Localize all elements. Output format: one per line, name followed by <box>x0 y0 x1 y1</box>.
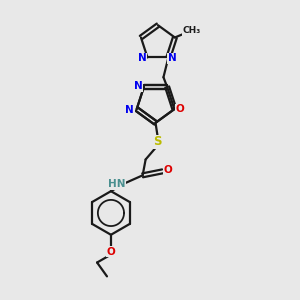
Text: O: O <box>163 165 172 176</box>
Text: N: N <box>134 81 142 91</box>
Text: O: O <box>176 104 185 114</box>
Text: S: S <box>153 135 162 148</box>
Text: N: N <box>125 105 134 115</box>
Text: O: O <box>106 247 115 256</box>
Text: N: N <box>138 53 147 63</box>
Text: HN: HN <box>108 179 126 189</box>
Text: CH₃: CH₃ <box>183 26 201 35</box>
Text: N: N <box>168 53 177 63</box>
